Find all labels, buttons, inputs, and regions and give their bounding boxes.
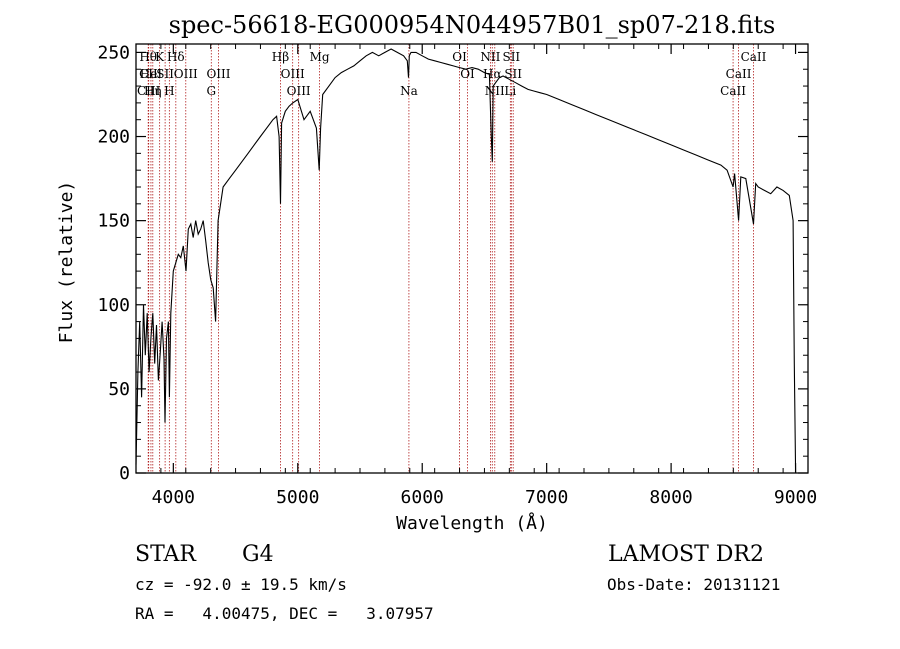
line-marker-label: Hη [144,84,162,98]
line-marker-label: G [206,84,216,98]
line-marker-label: CIII [137,84,161,98]
line-marker-label: K [155,50,165,64]
line-marker-label: OIII [174,67,198,81]
object-class: STAR [135,542,197,567]
x-tick-label: 9000 [774,487,817,508]
line-marker-label: CaII [741,50,767,64]
line-marker-labels: Hθ CII CIII HeI Hη K SII H Hδ OIII G OIII Hβ OIII OIII… [137,50,767,98]
y-axis-ticks: 0 50 100 150 200 250 [97,42,808,484]
line-marker-label: HeI [140,67,163,81]
survey-name: LAMOST DR2 [608,542,764,567]
coords-text: RA = 4.00475, DEC = 3.07957 [135,604,434,623]
line-marker-label: SII [502,50,520,64]
y-tick-label: 100 [97,295,130,316]
line-marker-label: SII [156,67,174,81]
line-marker-label: OI [460,67,475,81]
line-marker-label: SII [504,67,522,81]
x-tick-label: 7000 [525,487,568,508]
y-tick-label: 150 [97,211,130,232]
x-tick-label: 8000 [649,487,692,508]
y-tick-label: 50 [108,379,130,400]
line-marker-label: OI [452,50,467,64]
line-marker-label: Hβ [272,50,289,64]
line-marker-label: OIII [281,67,305,81]
spectrum-line [135,48,797,474]
line-marker-label: Mg [310,50,330,64]
plot-frame [135,43,809,474]
line-marker-label: Hα [483,67,502,81]
line-marker-label: Hδ [167,50,185,64]
x-axis-ticks: 4000 5000 6000 7000 8000 9000 [135,44,817,508]
y-axis-label: Flux (relative) [56,181,77,344]
line-marker-label: Li [504,84,516,98]
obs-date-text: Obs-Date: 20131121 [607,575,780,594]
line-marker-label: NII [485,84,505,98]
redshift-text: cz = -92.0 ± 19.5 km/s [135,575,347,594]
object-subclass: G4 [242,542,274,567]
x-tick-label: 6000 [401,487,444,508]
line-marker-label: Hθ [139,50,157,64]
line-marker-label: CaII [720,84,746,98]
line-marker-label: NII [480,50,500,64]
line-marker-label: OIII [206,67,230,81]
line-marker-label: H [164,84,174,98]
line-markers [147,44,754,473]
line-marker-label: CaII [726,67,752,81]
x-tick-label: 4000 [152,487,195,508]
y-tick-label: 250 [97,42,130,63]
y-tick-label: 200 [97,127,130,148]
line-marker-label: Na [400,84,418,98]
x-tick-label: 5000 [276,487,319,508]
y-tick-label: 0 [119,463,130,484]
line-marker-label: OIII [287,84,311,98]
chart-title: spec-56618-EG000954N044957B01_sp07-218.f… [169,11,776,39]
line-marker-label: CII [139,67,158,81]
x-axis-label: Wavelength (Å) [396,512,548,534]
